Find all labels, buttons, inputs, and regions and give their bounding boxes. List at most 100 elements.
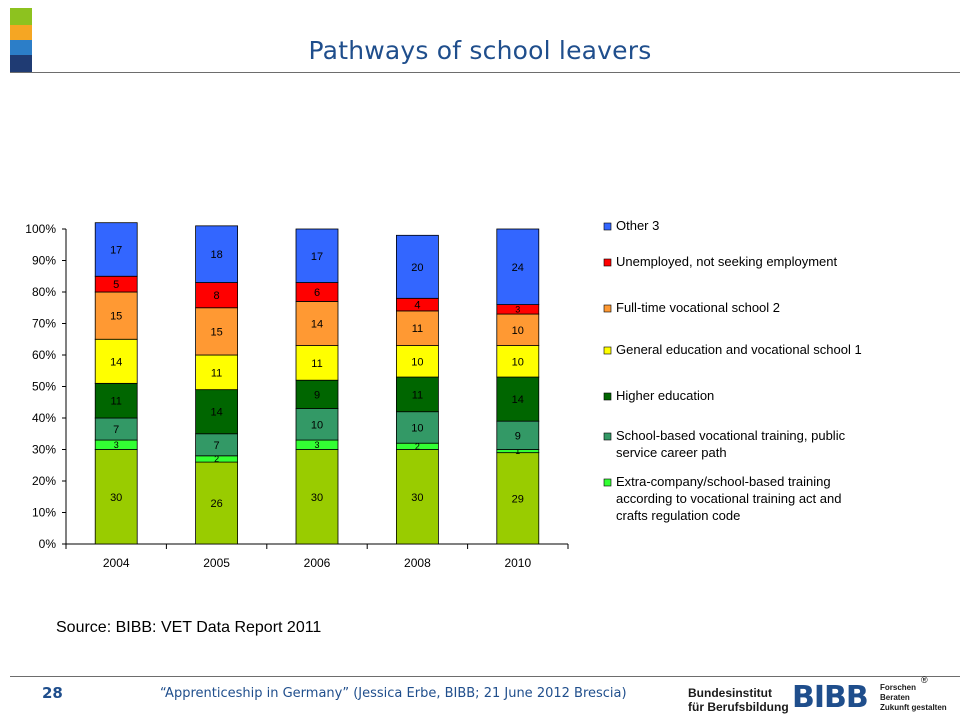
data-label: 14 [512,394,524,406]
bar-segment [295,301,339,346]
corner-bar-blue [10,40,32,55]
page-number: 28 [42,684,63,702]
data-label: 2 [214,454,219,464]
bibb-logo-org-name: Bundesinstitut für Berufsbildung [688,686,789,714]
bar-segment [195,389,239,435]
x-tick-label: 2004 [103,556,130,570]
bar-segment [395,411,439,444]
y-tick-label: 100% [25,222,56,236]
footer-divider [10,676,960,677]
bar-segment [295,228,339,283]
data-label: 3 [314,440,319,450]
bar-segment [195,354,239,391]
x-tick-label: 2006 [304,556,331,570]
bar-segment [496,420,540,450]
legend-swatch [603,392,612,401]
bibb-logo-mark: BIBB [792,680,869,715]
bar-segment [295,345,339,381]
y-tick-label: 80% [32,285,56,299]
data-label: 30 [311,492,323,504]
y-tick-label: 20% [32,474,56,488]
legend-entry: Other 3 [616,218,659,233]
stacked-bar-chart: 0%10%20%30%40%50%60%70%80%90%100%3037111… [25,218,862,570]
bibb-logo-tagline: Forschen Beraten Zukunft gestalten [880,683,947,713]
corner-bar-green [10,8,32,25]
data-label: 11 [311,358,322,370]
legend-entry: School-based vocational training, public… [616,428,846,460]
bar-segment [395,449,439,545]
data-label: 18 [210,249,222,261]
bar-segment [295,408,339,441]
legend-swatch [603,478,612,487]
tagline-line3: Zukunft gestalten [880,703,947,712]
data-label: 26 [210,498,222,510]
data-label: 10 [512,325,524,337]
bar-segment [496,376,540,422]
data-label: 10 [411,422,423,434]
data-label: 14 [110,356,122,368]
data-label: 17 [311,251,323,263]
data-label: 2 [415,441,420,451]
data-label: 14 [311,319,323,331]
data-label: 4 [414,300,420,312]
bar-segment [94,222,138,277]
y-tick-label: 70% [32,317,56,331]
legend-entry: Extra-company/school-based training accor… [616,474,841,523]
legend-entry: Full-time vocational school 2 [616,300,780,315]
y-tick-label: 60% [32,348,56,362]
data-label: 30 [110,492,122,504]
org-name-line1: Bundesinstitut [688,686,772,700]
data-label: 11 [412,389,423,401]
bar-segment [195,461,239,545]
y-tick-label: 40% [32,411,56,425]
data-label: 1 [515,446,520,456]
bar-segment [94,449,138,545]
legend-entry: General education and vocational school … [616,342,862,357]
legend-entry: Unemployed, not seeking employment [616,254,838,269]
data-label: 11 [412,323,423,335]
data-label: 11 [211,367,222,379]
data-label: 15 [210,326,222,338]
data-label: 15 [110,311,122,323]
x-tick-label: 2005 [203,556,230,570]
bar-segment [295,449,339,545]
bar-segment [496,452,540,545]
legend-swatch [603,346,612,355]
legend-swatch [603,258,612,267]
data-label: 17 [110,244,122,256]
data-label: 6 [314,287,320,299]
data-label: 30 [411,492,423,504]
org-name-line2: für Berufsbildung [688,700,789,714]
corner-bar-navy [10,55,32,72]
corner-bar-orange [10,25,32,40]
y-tick-label: 0% [39,537,57,551]
bar-segment [395,376,439,413]
bar-segment [195,282,239,309]
data-label: 14 [210,407,222,419]
legend-swatch [603,304,612,313]
data-label: 3 [114,440,119,450]
legend-swatch [603,432,612,441]
y-tick-label: 50% [32,380,56,394]
bar-segment [195,225,239,283]
tagline-line2: Beraten [880,693,910,702]
y-tick-label: 30% [32,443,56,457]
bar-segment [295,379,339,409]
data-label: 8 [214,290,220,302]
data-label: 10 [411,356,423,368]
bar-segment [395,345,439,378]
footer-citation: “Apprenticeship in Germany” (Jessica Erb… [160,686,627,701]
legend-swatch [603,222,612,231]
data-label: 10 [512,356,524,368]
bar-segment [395,234,439,299]
data-label: 9 [515,430,521,442]
y-tick-label: 90% [32,254,56,268]
bar-segment [94,382,138,419]
data-label: 7 [113,424,119,436]
x-tick-label: 2008 [404,556,431,570]
y-tick-label: 10% [32,506,56,520]
tagline-line1: Forschen [880,683,917,692]
data-label: 20 [411,262,423,274]
bar-segment [195,307,239,356]
x-tick-label: 2010 [504,556,531,570]
